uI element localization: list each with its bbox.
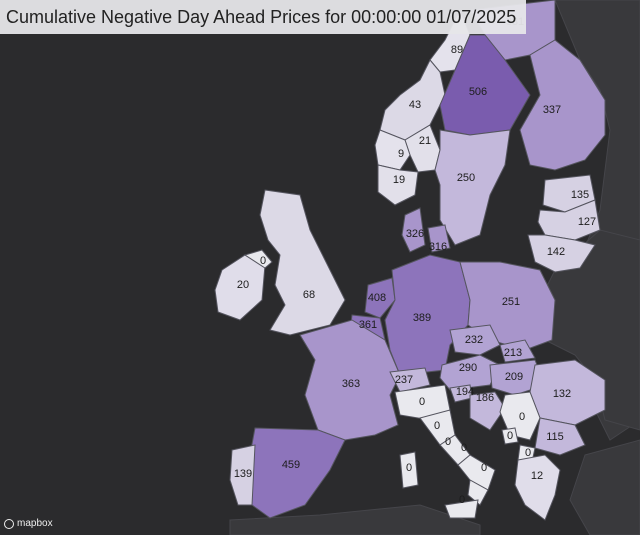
label-cz: 232 — [465, 334, 483, 346]
label-ee: 135 — [571, 189, 589, 201]
label-it-cnorth: 0 — [434, 420, 440, 432]
label-bg: 115 — [546, 431, 564, 443]
region-at[interactable] — [439, 354, 501, 391]
label-it-csouth: 0 — [445, 436, 451, 448]
mapbox-attribution-text: mapbox — [17, 518, 53, 529]
region-gb[interactable] — [259, 189, 346, 336]
region-no2[interactable] — [377, 164, 419, 206]
mapbox-logo-icon — [4, 518, 14, 529]
label-dk2: 316 — [429, 241, 447, 253]
label-es: 459 — [282, 459, 300, 471]
mapbox-attribution[interactable]: mapbox — [4, 518, 53, 529]
region-bg[interactable] — [534, 417, 586, 456]
label-dk1: 326 — [406, 228, 424, 240]
north-africa-land — [229, 504, 481, 535]
label-fi: 337 — [543, 104, 561, 116]
label-it-north: 0 — [419, 396, 425, 408]
regions — [214, 0, 606, 521]
label-lt: 142 — [547, 246, 565, 258]
value-labels: 89 43 21 9 19 381 506 250 337 135 127 14… — [234, 16, 596, 506]
region-dk2[interactable] — [427, 224, 451, 253]
region-lv[interactable] — [537, 199, 601, 241]
region-it-sardinia[interactable] — [399, 451, 419, 489]
turkey-land — [569, 439, 640, 535]
label-gb: 68 — [303, 289, 315, 301]
region-pt[interactable] — [229, 444, 256, 506]
label-no3: 43 — [409, 99, 421, 111]
label-be: 361 — [359, 319, 377, 331]
label-pl: 251 — [502, 296, 520, 308]
label-ch: 237 — [395, 374, 413, 386]
label-it-calabria: 0 — [481, 462, 487, 474]
label-gr: 12 — [531, 470, 543, 482]
label-no5: 9 — [398, 148, 404, 160]
region-me[interactable] — [501, 427, 519, 445]
region-lt[interactable] — [527, 234, 596, 273]
label-no2: 19 — [393, 174, 405, 186]
label-me: 0 — [507, 430, 513, 442]
region-rs[interactable] — [499, 391, 541, 441]
region-sk[interactable] — [499, 339, 536, 363]
region-fr[interactable] — [299, 319, 401, 441]
label-pt: 139 — [234, 468, 252, 480]
label-rs: 0 — [519, 411, 525, 423]
label-it-sicily: 0 — [459, 494, 465, 506]
region-nl[interactable] — [364, 277, 396, 319]
region-se3[interactable] — [434, 129, 511, 246]
map-title: Cumulative Negative Day Ahead Prices for… — [6, 6, 517, 27]
region-it-sicily[interactable] — [444, 499, 479, 519]
label-se3: 250 — [457, 172, 475, 184]
label-se2: 506 — [469, 86, 487, 98]
label-no4: 89 — [451, 44, 463, 56]
label-hr: 186 — [476, 392, 494, 404]
region-ch[interactable] — [389, 367, 431, 393]
map-title-bar: Cumulative Negative Day Ahead Prices for… — [0, 0, 527, 34]
region-de[interactable] — [384, 254, 471, 376]
label-at: 290 — [459, 362, 477, 374]
label-de: 389 — [413, 312, 431, 324]
region-it-south[interactable] — [457, 454, 496, 491]
region-cz[interactable] — [449, 324, 501, 356]
label-it-south: 0 — [461, 442, 467, 454]
label-nl: 408 — [368, 292, 386, 304]
region-dk1[interactable] — [401, 207, 426, 253]
label-si: 194 — [456, 386, 474, 398]
label-no1: 21 — [419, 135, 431, 147]
label-lv: 127 — [578, 216, 596, 228]
region-fi[interactable] — [519, 39, 606, 171]
label-ni: 0 — [260, 255, 266, 267]
region-it-calabria[interactable] — [467, 479, 489, 506]
label-ro: 132 — [553, 388, 571, 400]
label-fr: 363 — [342, 378, 360, 390]
region-es[interactable] — [249, 427, 346, 519]
label-mk: 0 — [525, 447, 531, 459]
label-it-sardinia: 0 — [406, 462, 412, 474]
label-hu: 209 — [505, 371, 523, 383]
region-gr[interactable] — [514, 454, 561, 521]
label-ie: 20 — [237, 279, 249, 291]
region-ni[interactable] — [243, 249, 273, 269]
label-sk: 213 — [504, 347, 522, 359]
region-hr[interactable] — [469, 391, 506, 431]
